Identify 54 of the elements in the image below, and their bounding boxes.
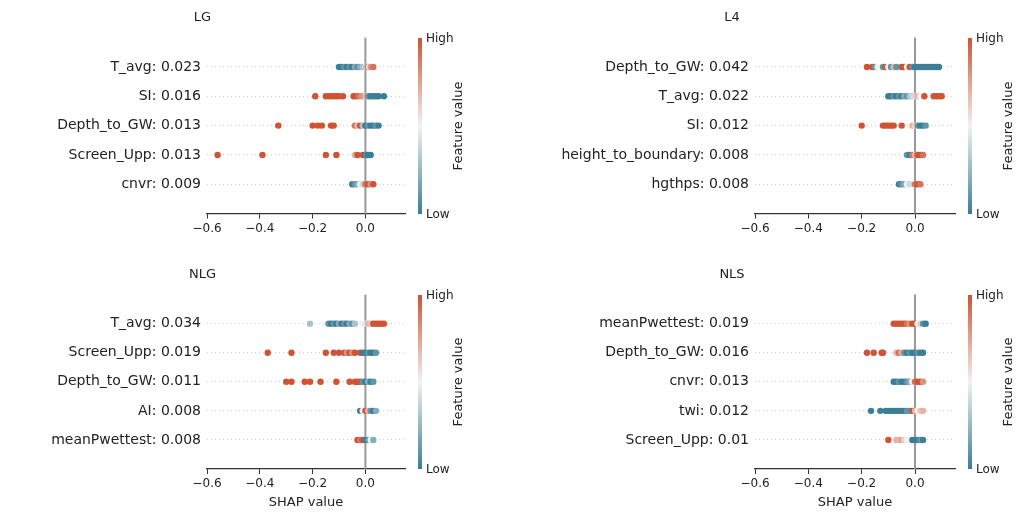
chart-title: NLG bbox=[188, 266, 217, 282]
y-tick-label: Depth_to_GW: 0.013 bbox=[57, 116, 201, 133]
y-tick-label: twi: 0.012 bbox=[678, 401, 749, 418]
y-tick-label: T_avg: 0.023 bbox=[109, 57, 201, 74]
y-tick-label: AI: 0.008 bbox=[138, 401, 201, 418]
y-tick-label: Depth_to_GW: 0.016 bbox=[605, 343, 750, 360]
y-tick-label: height_to_boundary: 0.008 bbox=[561, 145, 749, 162]
x-tick-label: 0.0 bbox=[355, 476, 375, 491]
text: Low bbox=[426, 206, 450, 221]
color-bar-title: Feature value bbox=[1000, 81, 1016, 170]
x-tick-label: −0.2 bbox=[298, 220, 328, 235]
chart-title: LG bbox=[193, 9, 212, 25]
x-tick-label: −0.6 bbox=[192, 220, 222, 235]
text: Low bbox=[426, 462, 450, 476]
color-bar-title: Feature value bbox=[450, 337, 466, 427]
y-tick-label: Screen_Upp: 0.019 bbox=[68, 343, 201, 360]
text: Low bbox=[976, 206, 1000, 221]
y-tick-label: T_avg: 0.022 bbox=[657, 86, 749, 103]
x-tick-label: −0.4 bbox=[245, 220, 275, 235]
y-tick-label: hgthps: 0.008 bbox=[651, 174, 749, 191]
x-tick-label: −0.2 bbox=[298, 476, 328, 491]
x-tick-label: −0.4 bbox=[793, 476, 823, 491]
x-tick-label: −0.2 bbox=[847, 220, 877, 235]
color-bar-title: Feature value bbox=[1000, 337, 1016, 427]
y-tick-label: cnvr: 0.009 bbox=[121, 174, 201, 191]
text: High bbox=[426, 287, 454, 302]
y-tick-label: Depth_to_GW: 0.011 bbox=[57, 372, 201, 389]
y-tick-label: Screen_Upp: 0.01 bbox=[625, 430, 749, 447]
text: High bbox=[976, 287, 1004, 302]
y-tick-label: SI: 0.016 bbox=[138, 86, 202, 103]
x-tick-label: −0.4 bbox=[793, 220, 823, 235]
y-tick-label: cnvr: 0.013 bbox=[669, 372, 749, 389]
x-tick-label: 0.0 bbox=[905, 476, 925, 491]
text: High bbox=[976, 30, 1004, 45]
x-tick-label: 0.0 bbox=[905, 220, 925, 235]
x-axis-title: SHAP value bbox=[817, 493, 893, 509]
x-tick-label: −0.6 bbox=[740, 220, 770, 235]
chart-title: L4 bbox=[724, 9, 740, 25]
text: Low bbox=[976, 462, 1000, 476]
text: High bbox=[426, 30, 454, 45]
y-tick-label: T_avg: 0.034 bbox=[109, 314, 202, 331]
y-tick-label: meanPwettest: 0.008 bbox=[51, 430, 201, 447]
x-tick-label: −0.2 bbox=[847, 476, 877, 491]
color-bar-title: Feature value bbox=[450, 81, 466, 170]
chart-title: NLS bbox=[719, 266, 745, 282]
x-axis-title: SHAP value bbox=[268, 493, 344, 509]
x-tick-label: −0.4 bbox=[245, 476, 275, 491]
y-tick-label: SI: 0.012 bbox=[686, 116, 749, 133]
x-tick-label: −0.6 bbox=[192, 476, 222, 491]
y-tick-label: Depth_to_GW: 0.042 bbox=[605, 57, 749, 74]
x-tick-label: 0.0 bbox=[355, 220, 375, 235]
x-tick-label: −0.6 bbox=[740, 476, 770, 491]
y-tick-label: meanPwettest: 0.019 bbox=[599, 314, 749, 331]
y-tick-label: Screen_Upp: 0.013 bbox=[68, 145, 201, 162]
